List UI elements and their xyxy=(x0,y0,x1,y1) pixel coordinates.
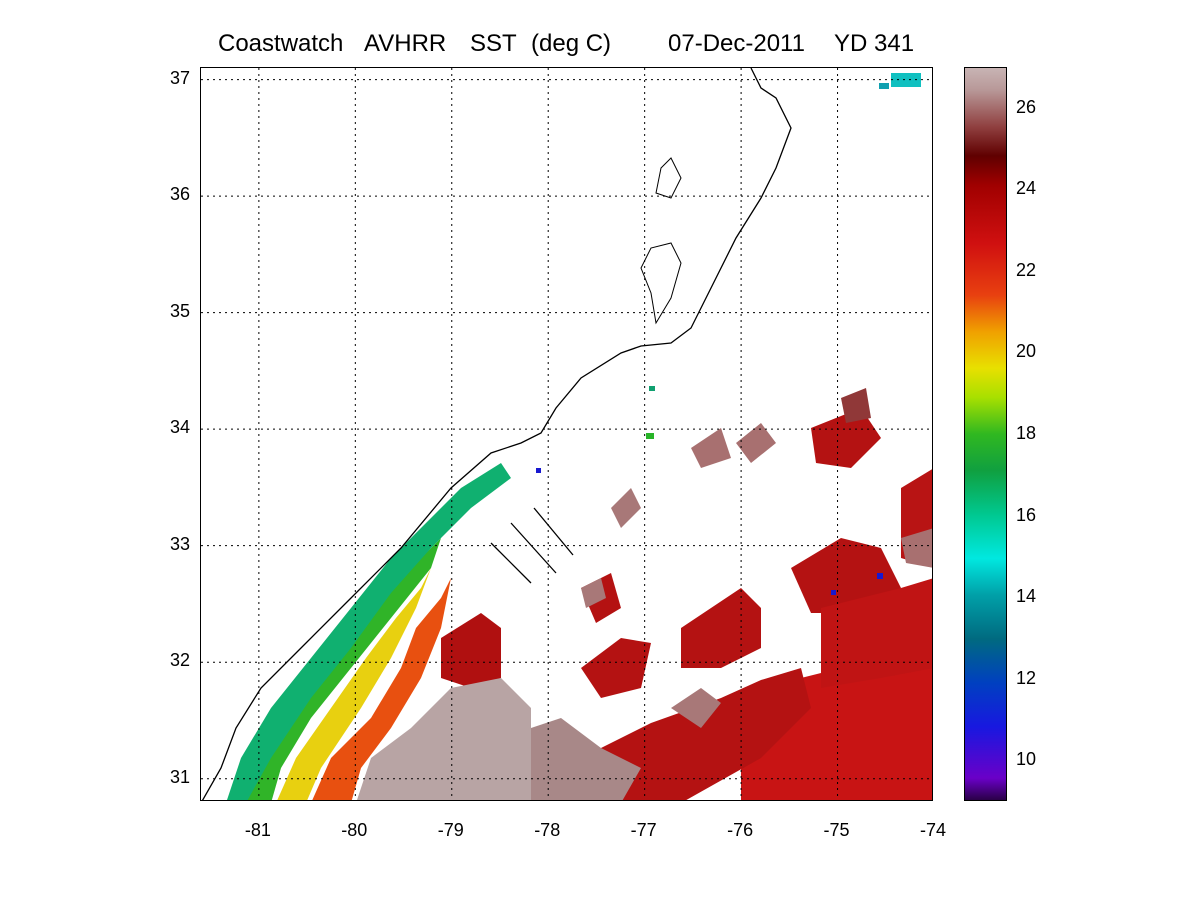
lon-tick-label: -81 xyxy=(244,820,271,840)
title-sensor: AVHRR xyxy=(364,30,447,57)
sst-cool-patches xyxy=(536,73,921,595)
sst-coastal-gradient xyxy=(227,463,511,800)
lat-tick-label: 33 xyxy=(169,533,190,554)
colorbar-tick-label: 24 xyxy=(1016,178,1037,199)
sst-colorbar xyxy=(964,67,1007,801)
coastline xyxy=(201,68,792,800)
lat-tick-label: 32 xyxy=(169,650,190,671)
lon-tick-label: -78 xyxy=(534,820,561,840)
colorbar-tick-label: 20 xyxy=(1016,341,1037,362)
lon-tick-label: -74 xyxy=(919,820,946,840)
title-product: Coastwatch xyxy=(218,30,344,57)
sound-shoreline xyxy=(640,157,682,325)
title-yearday: YD 341 xyxy=(834,30,915,57)
colorbar-tick-label: 12 xyxy=(1016,667,1037,688)
lat-tick-label: 35 xyxy=(169,300,190,321)
title-variable: SST xyxy=(470,30,517,57)
title-date: 07-Dec-2011 xyxy=(668,30,805,57)
title-units: (deg C) xyxy=(531,30,612,57)
lon-tick-label: -75 xyxy=(823,820,850,840)
lat-tick-label: 37 xyxy=(169,67,190,88)
lat-tick-label: 31 xyxy=(169,766,190,787)
lon-tick-label: -80 xyxy=(341,820,368,840)
graticule xyxy=(201,68,932,800)
colorbar-tick-label: 14 xyxy=(1016,586,1037,607)
colorbar-tick-label: 18 xyxy=(1016,423,1037,443)
lon-tick-label: -76 xyxy=(727,820,754,840)
sst-map-canvas xyxy=(201,68,932,800)
drifter-tracks xyxy=(490,507,574,584)
colorbar-tick-label: 22 xyxy=(1016,259,1037,280)
colorbar-tick-label: 16 xyxy=(1016,504,1037,525)
lat-tick-label: 36 xyxy=(169,184,190,205)
lon-tick-label: -79 xyxy=(437,820,464,840)
sst-map xyxy=(200,67,933,801)
colorbar-tick-label: 10 xyxy=(1016,749,1037,770)
map-title: Coastwatch AVHRR SST (deg C) 07-Dec-2011… xyxy=(0,30,1200,60)
sst-warmest-water xyxy=(357,388,932,800)
lon-tick-label: -77 xyxy=(630,820,657,840)
lat-tick-label: 34 xyxy=(169,417,190,438)
colorbar-tick-label: 26 xyxy=(1016,96,1037,117)
